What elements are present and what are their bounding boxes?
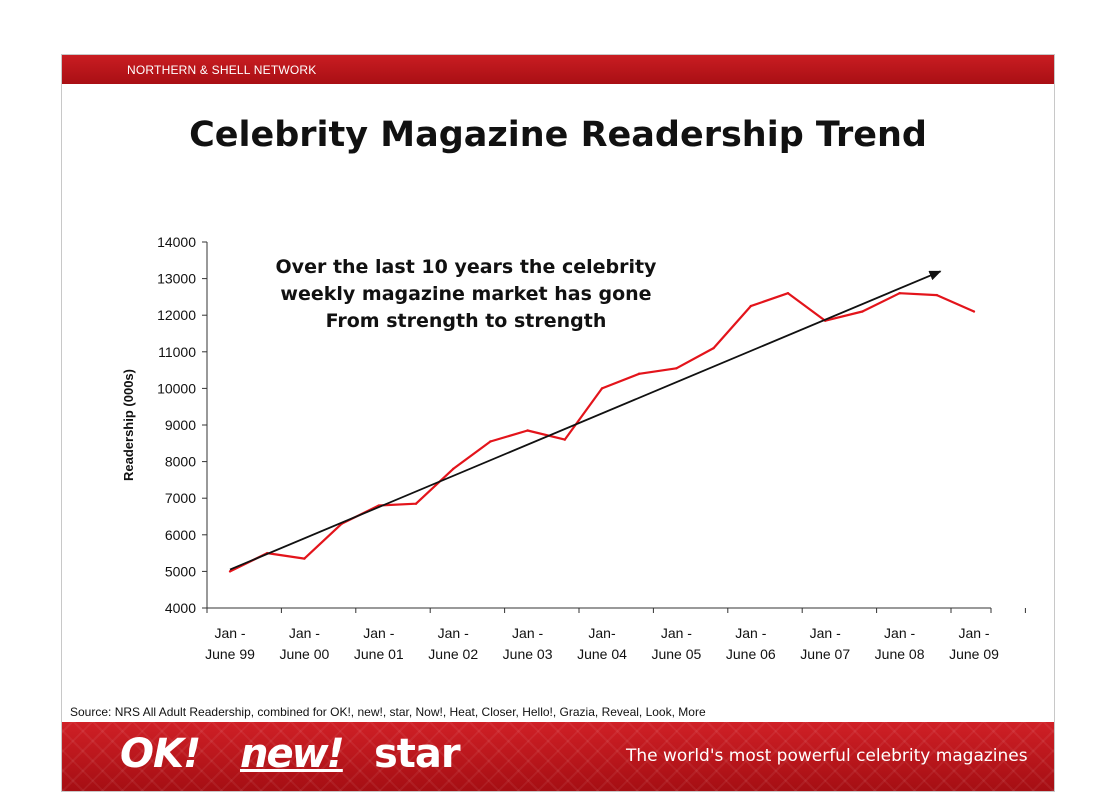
annotation-line: Over the last 10 years the celebrity [276, 256, 658, 278]
y-tick-label: 10000 [157, 380, 196, 396]
data-point [972, 310, 976, 313]
annotation-line: weekly magazine market has gone [280, 283, 651, 305]
data-point [638, 372, 641, 375]
readership-series-line [229, 292, 975, 573]
new-logo: new! [240, 731, 345, 777]
y-axis-title: Readership (000s) [121, 369, 136, 481]
data-point [861, 310, 864, 313]
y-tick-label: 4000 [165, 600, 196, 616]
data-point [675, 367, 678, 370]
slide: NORTHERN & SHELL NETWORK Celebrity Magaz… [61, 54, 1055, 792]
y-tick-label: 11000 [158, 344, 196, 360]
x-tick-label: Jan - [810, 625, 841, 641]
x-tick-label: Jan - [884, 625, 915, 641]
data-point [303, 557, 306, 560]
data-point [600, 387, 604, 390]
x-tick-label: Jan - [438, 625, 469, 641]
page-title: Celebrity Magazine Readership Trend [189, 115, 927, 155]
star-logo: star [374, 731, 461, 777]
data-point [452, 467, 455, 471]
y-tick-label: 5000 [165, 563, 196, 579]
data-point [563, 438, 566, 441]
data-point [898, 292, 901, 295]
x-tick-label: June 07 [800, 646, 850, 662]
x-tick-label: June 09 [949, 646, 999, 662]
x-tick-label: June 08 [875, 646, 925, 662]
x-tick-label: Jan - [214, 625, 245, 641]
ok-logo: OK! [120, 731, 201, 777]
tagline: The world's most powerful celebrity maga… [626, 746, 1028, 766]
annotation-line: From strength to strength [326, 310, 607, 332]
x-tick-label: Jan - [958, 625, 989, 641]
y-tick-label: 7000 [165, 490, 196, 506]
x-tick-label: Jan - [289, 625, 320, 641]
x-tick-label: Jan- [588, 625, 616, 641]
footer-banner: OK! new! star The world's most powerful … [62, 722, 1054, 791]
data-point [489, 440, 492, 443]
x-tick-label: June 03 [503, 646, 553, 662]
x-tick-label: June 00 [279, 646, 329, 662]
x-tick-label: Jan - [735, 625, 766, 641]
data-point [749, 304, 752, 308]
y-tick-label: 12000 [157, 307, 196, 323]
x-tick-label: June 01 [354, 646, 404, 662]
x-tick-label: June 06 [726, 646, 776, 662]
data-point [935, 293, 938, 297]
x-tick-label: Jan - [661, 625, 692, 641]
header-bar: NORTHERN & SHELL NETWORK [62, 55, 1054, 84]
x-tick-label: June 99 [205, 646, 255, 662]
y-tick-label: 8000 [165, 454, 196, 470]
trend-arrow [229, 270, 942, 571]
data-point [228, 570, 232, 573]
x-tick-label: June 02 [428, 646, 478, 662]
data-point [712, 346, 715, 350]
y-tick-label: 14000 [157, 234, 196, 250]
y-tick-label: 6000 [165, 527, 196, 543]
x-tick-label: Jan - [363, 625, 394, 641]
data-point [526, 429, 529, 432]
network-label: NORTHERN & SHELL NETWORK [127, 63, 317, 77]
data-point [786, 292, 790, 295]
x-tick-label: June 05 [651, 646, 701, 662]
x-tick-label: Jan - [512, 625, 543, 641]
y-tick-label: 9000 [165, 417, 196, 433]
x-tick-label: June 04 [577, 646, 627, 662]
readership-line-chart: 4000 5000 6000 7000 8000 9000 10000 11000 12000 1… [121, 234, 1026, 662]
y-tick-label: 13000 [157, 271, 196, 287]
source-note: Source: NRS All Adult Readership, combin… [70, 705, 706, 719]
data-point [414, 502, 418, 505]
footer-pattern [62, 722, 1054, 791]
